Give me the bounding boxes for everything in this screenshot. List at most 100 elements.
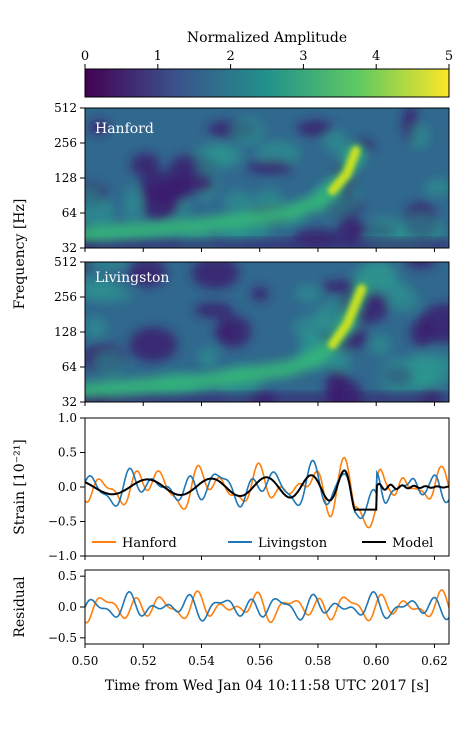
strain-legend: Hanford Livingston Model — [92, 536, 433, 551]
strain-lines — [85, 456, 449, 529]
frequency-tick-label: 256 — [54, 136, 77, 150]
x-tick-label: 0.50 — [72, 654, 99, 668]
spectrogram-hanford-label: Hanford — [95, 121, 154, 137]
spectrogram-blob — [129, 326, 178, 362]
spectrogram-blob — [216, 324, 236, 339]
strain-label-text: Strain [10⁻²¹] — [12, 439, 28, 535]
colorbar-gradient — [84, 68, 450, 98]
residual-tick-label: −0.5 — [48, 631, 77, 645]
strain-line-livingston — [85, 459, 449, 520]
spectrogram-blob — [85, 184, 100, 201]
frequency-tick-label: 128 — [54, 325, 77, 339]
strain-line-hanford — [85, 456, 449, 529]
spectrogram-blob — [85, 276, 119, 296]
colorbar-ticks: 0 1 2 3 4 5 — [81, 49, 453, 69]
spectrogram-blob — [364, 216, 405, 248]
colorbar-tick-label: 5 — [445, 49, 453, 64]
spectrogram-blob — [193, 142, 243, 170]
spectrogram-blob — [191, 262, 240, 290]
spectrogram-blob — [386, 280, 409, 297]
frequency-tick-label: 128 — [54, 171, 77, 185]
spectrogram-blob — [405, 262, 436, 269]
spectrogram-band — [85, 239, 449, 248]
spectrogram-blob — [142, 182, 175, 223]
spectrogram-blob — [370, 334, 391, 356]
spectrogram-blob — [412, 353, 449, 371]
spectrogram-blob — [330, 358, 351, 372]
spectrogram-blob — [85, 196, 116, 234]
spectrogram-band — [85, 393, 449, 402]
frequency-tick-label: 32 — [62, 395, 77, 409]
x-tick-label: 0.62 — [421, 654, 448, 668]
spectrogram-blob — [360, 262, 395, 295]
spectrogram-livingston-label: Livingston — [95, 270, 169, 286]
spectrogram-blob — [337, 217, 364, 245]
spectrogram-blob — [320, 280, 360, 293]
strain-tick-label: 1.0 — [58, 411, 77, 425]
spectrogram-blob — [172, 173, 215, 194]
residual-lines — [85, 589, 449, 624]
spectrogram-blob — [251, 286, 269, 302]
x-axis-ticks: 0.50 0.52 0.54 0.56 0.58 0.60 0.62 — [72, 248, 448, 668]
spectrogram-blob — [197, 347, 219, 368]
colorbar-tick-label: 1 — [154, 49, 162, 64]
residual-panel: −0.5 0.0 0.5 Residual — [12, 569, 450, 645]
spectrogram-hanford-yticks: 32 64 128 256 512 — [54, 101, 85, 255]
legend-label: Hanford — [122, 536, 177, 551]
spectrogram-hanford-image — [85, 108, 449, 248]
spectrogram-blob — [296, 120, 334, 137]
residual-tick-label: 0.5 — [58, 569, 77, 583]
spectrogram-blob — [127, 262, 167, 287]
x-axis-label: Time from Wed Jan 04 10:11:58 UTC 2017 [… — [105, 678, 429, 694]
chirp-track-peak — [328, 284, 367, 349]
colorbar-title: Normalized Amplitude — [187, 30, 347, 46]
frequency-tick-label: 512 — [54, 255, 77, 269]
spectrogram-livingston-image — [85, 262, 449, 402]
x-tick-label: 0.58 — [305, 654, 332, 668]
strain-tick-label: 0.0 — [58, 480, 77, 494]
x-tick-label: 0.54 — [188, 654, 215, 668]
residual-line-livingston — [85, 590, 449, 622]
frequency-tick-label: 64 — [62, 360, 78, 374]
spectrogram-hanford: Hanford 32 64 128 256 512 — [54, 101, 450, 255]
x-tick-label: 0.60 — [363, 654, 390, 668]
chirp-track-peak — [328, 146, 361, 195]
spectrogram-blob — [93, 350, 125, 378]
spectrogram-blob — [295, 284, 321, 303]
spectrogram-blob — [85, 262, 128, 269]
strain-yticks: −1.0 −0.5 0.0 0.5 1.0 — [48, 411, 85, 563]
frequency-axis-label: Frequency [Hz] — [12, 199, 28, 310]
spectrogram-blob — [408, 122, 430, 149]
strain-tick-label: −0.5 — [48, 515, 77, 529]
frequency-tick-label: 256 — [54, 290, 77, 304]
colorbar-tick-label: 0 — [81, 49, 89, 64]
strain-axis-label: Strain [10⁻²¹] — [12, 439, 28, 535]
spectrogram-livingston-yticks: 32 64 128 256 512 — [54, 255, 85, 409]
residual-tick-label: 0.0 — [58, 600, 77, 614]
spectrogram-blob — [323, 130, 348, 153]
legend-label: Livingston — [258, 536, 328, 551]
residual-line-hanford — [85, 589, 449, 624]
spectrogram-blob — [424, 178, 449, 197]
strain-tick-label: −1.0 — [48, 549, 77, 563]
spectrogram-blob — [245, 160, 295, 174]
spectrogram-blob — [194, 302, 234, 319]
colorbar-tick-label: 4 — [372, 49, 380, 64]
spectrogram-blob — [123, 185, 142, 223]
frequency-tick-label: 64 — [62, 206, 78, 220]
x-tick-label: 0.52 — [130, 654, 157, 668]
colorbar: Normalized Amplitude 0 1 2 3 4 5 — [81, 30, 453, 98]
frequency-tick-label: 32 — [62, 241, 77, 255]
spectrogram-blob — [223, 190, 254, 215]
spectrogram-blob — [230, 117, 265, 146]
x-tick-label: 0.56 — [246, 654, 273, 668]
residual-yticks: −0.5 0.0 0.5 — [48, 569, 85, 645]
legend-label: Model — [392, 536, 433, 551]
spectrogram-blob — [130, 152, 160, 177]
residual-axis-label: Residual — [12, 576, 28, 638]
strain-panel: −1.0 −0.5 0.0 0.5 1.0 Strain [10⁻²¹] Hanford… — [12, 411, 450, 563]
colorbar-tick-label: 3 — [299, 49, 307, 64]
strain-tick-label: 0.5 — [58, 446, 77, 460]
spectrogram-blob — [419, 303, 449, 343]
